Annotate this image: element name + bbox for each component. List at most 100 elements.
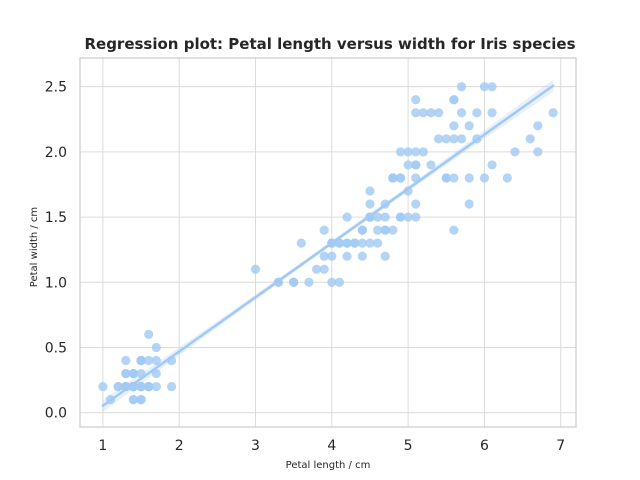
scatter-point xyxy=(403,212,413,222)
scatter-point xyxy=(403,147,413,157)
scatter-point xyxy=(502,173,512,183)
scatter-point xyxy=(151,381,161,392)
scatter-point xyxy=(403,186,413,196)
scatter-point xyxy=(380,225,390,235)
plot-frame xyxy=(79,57,577,428)
scatter-point xyxy=(434,134,444,144)
scatter-point xyxy=(426,160,436,170)
scatter-point xyxy=(151,355,161,366)
scatter-point xyxy=(434,108,444,118)
scatter-point xyxy=(456,82,467,92)
y-tick-label: 0.5 xyxy=(45,340,67,356)
scatter-point xyxy=(373,238,383,248)
scatter-point xyxy=(365,238,375,248)
scatter-point xyxy=(144,355,154,366)
y-tick-labels: 0.0 0.5 1.0 1.5 2.0 2.5 xyxy=(45,80,67,422)
scatter-point xyxy=(388,173,398,183)
x-tick-labels: 1 2 3 4 5 6 7 xyxy=(98,438,565,454)
scatter-point xyxy=(357,238,367,248)
scatter-point xyxy=(403,160,413,170)
scatter-point xyxy=(395,173,406,183)
scatter-point xyxy=(487,160,497,170)
scatter-point xyxy=(441,173,451,183)
scatter-point xyxy=(525,134,535,144)
scatter-point xyxy=(136,381,146,392)
scatter-point xyxy=(250,264,261,274)
x-tick-label: 5 xyxy=(404,438,413,454)
y-tick-label: 2.5 xyxy=(45,80,67,96)
scatter-point xyxy=(113,381,123,392)
y-tick-label: 1.0 xyxy=(45,275,67,291)
scatter-point xyxy=(411,199,421,209)
x-tick-label: 2 xyxy=(175,438,184,454)
scatter-point xyxy=(510,147,520,157)
scatter-point xyxy=(357,225,367,235)
regression-line-group xyxy=(101,84,555,407)
scatter-point xyxy=(449,95,459,105)
scatter-point xyxy=(533,147,543,157)
scatter-point xyxy=(357,251,367,261)
x-tick-label: 7 xyxy=(556,438,565,454)
y-axis-label: Petal width / cm xyxy=(29,207,40,287)
scatter-point xyxy=(533,121,543,131)
scatter-point xyxy=(373,212,383,222)
scatter-point xyxy=(373,225,383,235)
scatter-point xyxy=(411,95,421,105)
scatter-point xyxy=(380,251,390,261)
scatter-point xyxy=(144,329,154,340)
scatter-point xyxy=(449,134,459,144)
scatter-point xyxy=(136,395,146,405)
scatter-point xyxy=(487,108,497,118)
scatter-point xyxy=(479,82,490,92)
scatter-point xyxy=(350,238,360,248)
y-tick-label: 1.5 xyxy=(45,210,67,226)
scatter-point xyxy=(464,199,474,209)
scatter-point xyxy=(456,134,467,144)
scatter-point xyxy=(319,225,329,235)
scatter-point xyxy=(548,108,558,118)
scatter-point xyxy=(449,173,459,183)
scatter-point xyxy=(418,108,428,118)
scatter-point xyxy=(464,121,474,131)
scatter-point xyxy=(128,395,139,405)
scatter-point xyxy=(121,368,131,379)
scatter-point xyxy=(411,212,421,222)
scatter-point xyxy=(456,108,467,118)
scatter-point xyxy=(334,277,345,287)
scatter-point xyxy=(319,264,329,274)
x-tick-label: 4 xyxy=(327,438,336,454)
scatter-point xyxy=(342,251,352,261)
scatter-point xyxy=(365,186,375,196)
x-tick-label: 3 xyxy=(251,438,260,454)
scatter-point xyxy=(464,173,474,183)
scatter-point xyxy=(411,147,421,157)
scatter-point xyxy=(411,108,421,118)
scatter-point xyxy=(128,368,139,379)
scatter-point xyxy=(296,238,306,248)
scatter-point xyxy=(388,225,398,235)
scatter-point xyxy=(487,82,497,92)
scatter-point xyxy=(426,108,436,118)
scatter-point xyxy=(327,277,337,287)
y-tick-label: 2.0 xyxy=(45,145,67,161)
scatter-point xyxy=(441,134,451,144)
scatter-point xyxy=(334,238,345,248)
y-tick-label: 0.0 xyxy=(45,406,67,422)
scatter-point xyxy=(342,212,352,222)
scatter-point xyxy=(395,212,406,222)
data-points xyxy=(98,82,558,405)
scatter-point xyxy=(479,173,490,183)
scatter-point xyxy=(418,147,428,157)
scatter-point xyxy=(166,381,177,392)
scatter-point xyxy=(289,277,299,287)
scatter-point xyxy=(342,238,352,248)
x-axis-label: Petal length / cm xyxy=(286,460,371,471)
x-tick-label: 1 xyxy=(98,438,107,454)
scatter-point xyxy=(380,212,390,222)
scatter-point xyxy=(472,108,482,118)
scatter-point xyxy=(98,381,108,392)
scatter-point xyxy=(304,277,314,287)
scatter-point xyxy=(136,355,146,366)
